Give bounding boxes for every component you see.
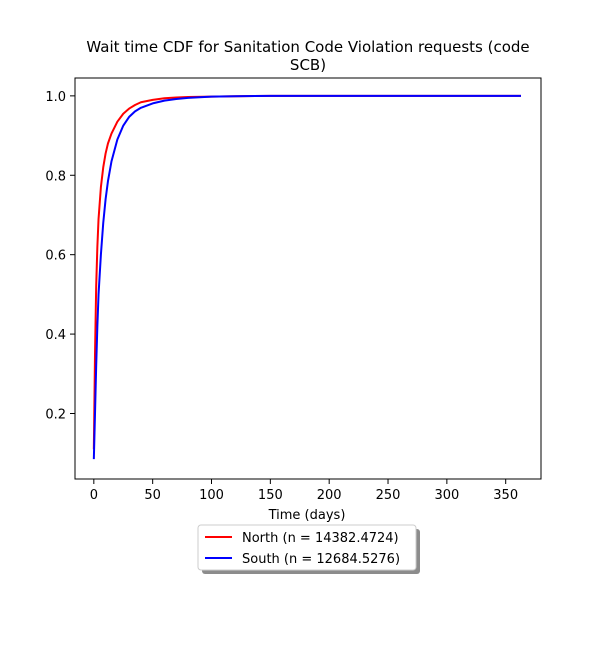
y-tick-label: 0.6 bbox=[45, 249, 66, 264]
series-line-south bbox=[92, 94, 521, 460]
x-tick-label: 350 bbox=[493, 488, 518, 503]
legend-box bbox=[197, 524, 417, 571]
x-tick-label: 250 bbox=[376, 488, 401, 503]
plot-lines bbox=[92, 94, 521, 460]
x-tick-label: 150 bbox=[258, 488, 283, 503]
chart-title-line-2: SCB) bbox=[290, 56, 326, 74]
legend: North (n = 14382.4724) South (n = 12684.… bbox=[197, 524, 420, 574]
y-tick-label: 0.4 bbox=[45, 328, 66, 343]
legend-label-north: North (n = 14382.4724) bbox=[242, 531, 399, 546]
y-tick-label: 0.8 bbox=[45, 169, 66, 184]
x-tick-label: 300 bbox=[434, 488, 459, 503]
y-axis: 0.2 0.4 0.6 0.8 1.0 bbox=[45, 90, 75, 422]
x-tick-label: 200 bbox=[317, 488, 342, 503]
chart-title-line-1: Wait time CDF for Sanitation Code Violat… bbox=[86, 38, 529, 56]
y-tick-label: 1.0 bbox=[45, 90, 66, 105]
x-tick-label: 50 bbox=[144, 488, 161, 503]
x-axis: 0 50 100 150 200 250 300 350 bbox=[90, 479, 518, 503]
legend-label-south: South (n = 12684.5276) bbox=[242, 552, 400, 567]
plot-frame bbox=[74, 77, 542, 480]
x-tick-label: 100 bbox=[199, 488, 224, 503]
x-tick-label: 0 bbox=[90, 488, 98, 503]
y-tick-label: 0.2 bbox=[45, 407, 66, 422]
x-axis-label: Time (days) bbox=[268, 508, 346, 523]
